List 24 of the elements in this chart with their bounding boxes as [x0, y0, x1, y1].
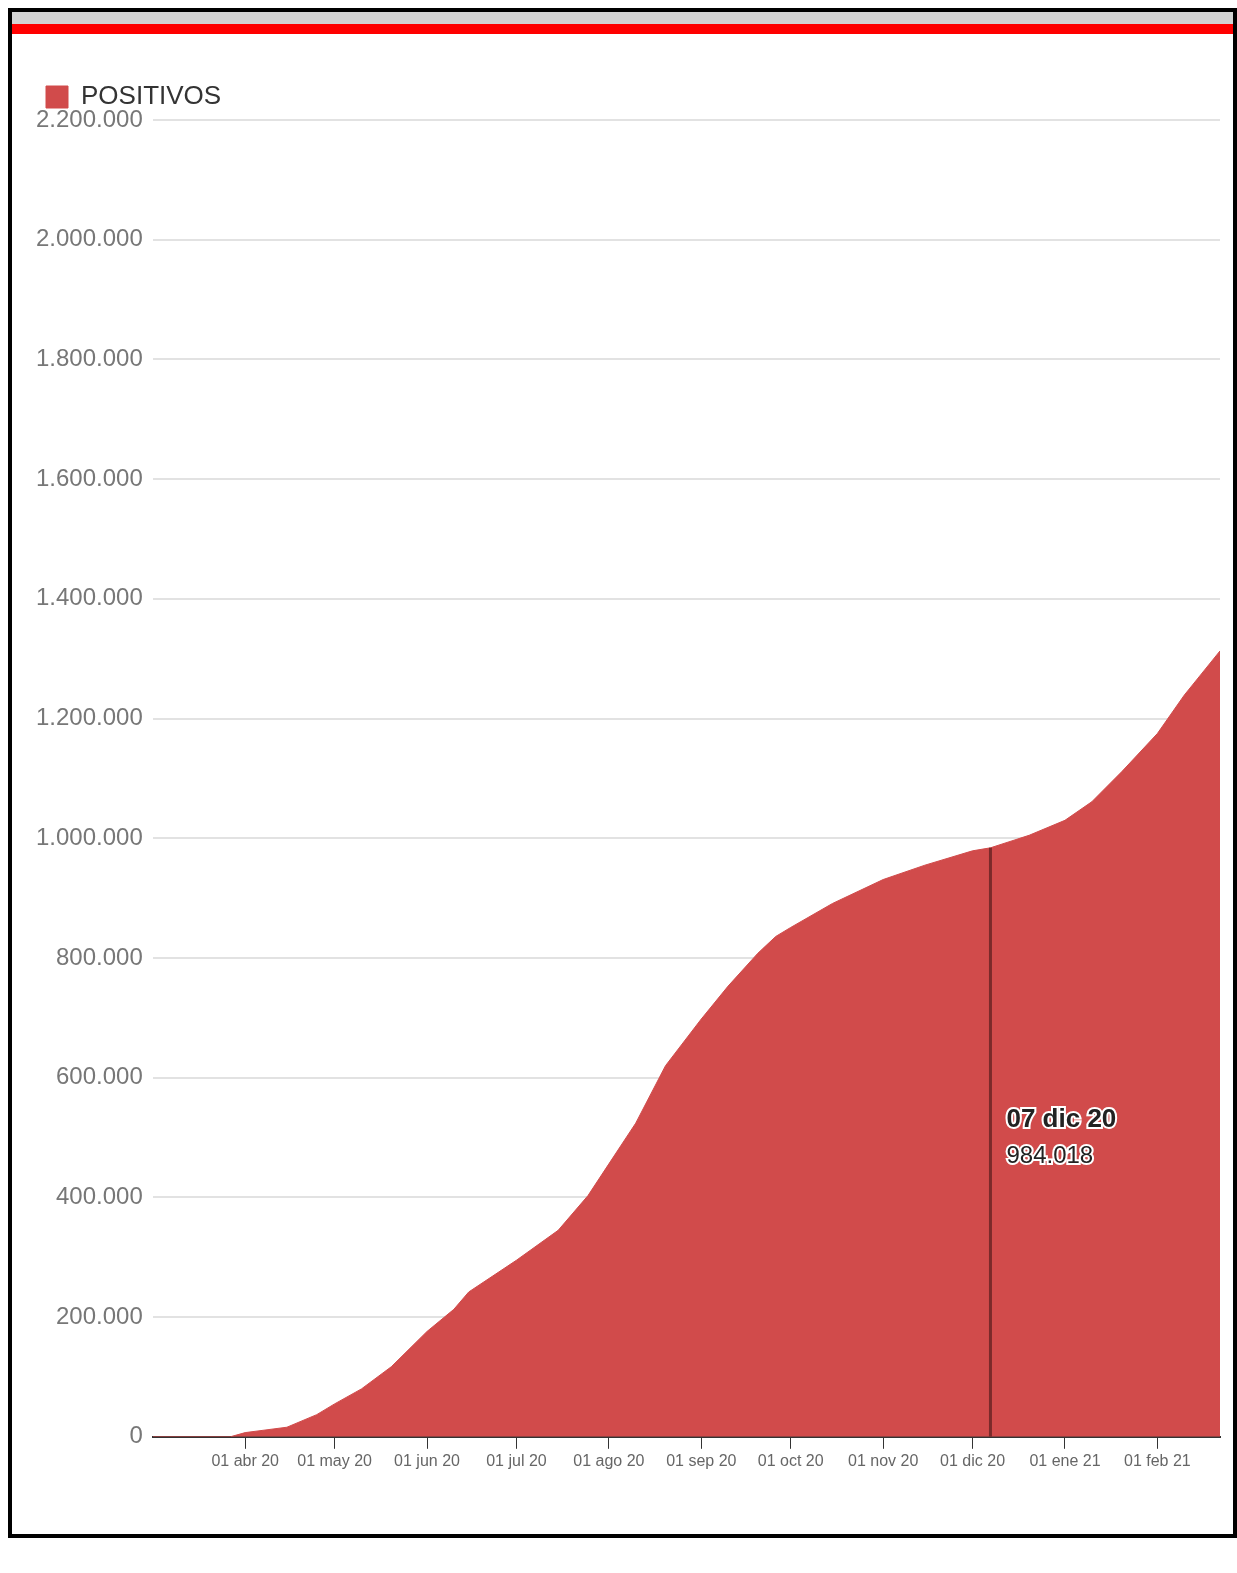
y-tick-label: 1.600.000: [35, 463, 143, 491]
x-tick-label: 01 ago 20: [573, 1451, 645, 1469]
y-tick-label: 400.000: [56, 1182, 143, 1210]
x-tick-label: 01 feb 21: [1124, 1451, 1191, 1469]
annotation: 984.018: [1006, 1141, 1094, 1169]
ref-line-label: 07 dic 20: [1006, 1103, 1117, 1134]
y-tick-label: 600.000: [56, 1062, 143, 1090]
x-tick-label: 01 dic 20: [940, 1451, 1006, 1469]
y-tick-label: 2.000.000: [35, 224, 143, 252]
x-tick-label: 01 may 20: [297, 1451, 373, 1469]
x-tick-label: 01 nov 20: [848, 1451, 919, 1469]
x-tick-label: 01 oct 20: [757, 1451, 824, 1469]
x-tick-label: 01 sep 20: [666, 1451, 737, 1469]
y-tick-label: 1.000.000: [35, 822, 143, 850]
y-tick-label: 1.800.000: [35, 344, 143, 372]
x-tick-label: 01 ene 21: [1029, 1451, 1101, 1469]
x-tick-label: 01 abr 20: [211, 1451, 280, 1469]
y-tick-label: 200.000: [56, 1301, 143, 1329]
y-tick-label: 800.000: [56, 942, 143, 970]
x-tick-label: 01 jun 20: [394, 1451, 461, 1469]
y-tick-label: 0: [129, 1421, 143, 1449]
y-tick-label: 1.400.000: [35, 583, 143, 611]
y-tick-label: 1.200.000: [35, 703, 143, 731]
x-tick-label: 01 jul 20: [486, 1451, 547, 1469]
